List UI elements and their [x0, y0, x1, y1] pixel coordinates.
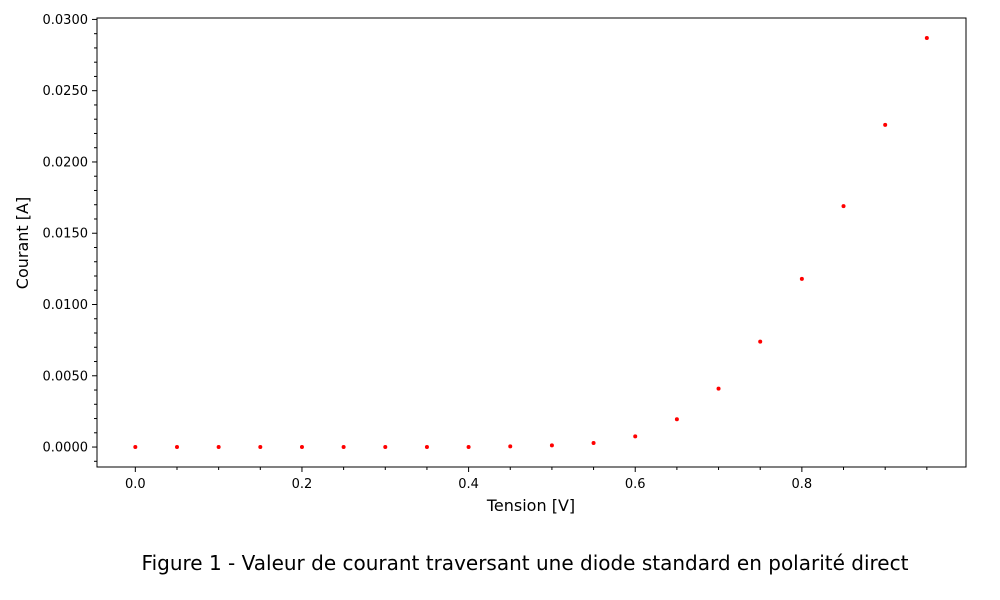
x-tick-label: 0.4 [458, 477, 479, 492]
data-point [466, 445, 471, 450]
data-point [174, 445, 179, 450]
data-point [883, 122, 888, 127]
y-tick-label: 0.0100 [43, 298, 89, 313]
data-point [299, 445, 304, 450]
data-point [133, 445, 138, 450]
x-tick-label: 0.2 [292, 477, 313, 492]
data-point [508, 444, 513, 449]
figure-caption: Figure 1 - Valeur de courant traversant … [141, 551, 909, 575]
data-point [716, 386, 721, 391]
y-axis-label: Courant [A] [13, 197, 32, 289]
plot-frame [96, 17, 967, 468]
x-axis-label: Tension [V] [486, 496, 575, 515]
y-tick-label: 0.0050 [43, 369, 89, 384]
plot-area [97, 18, 966, 467]
data-point [674, 417, 679, 422]
data-point [549, 443, 554, 448]
y-tick-label: 0.0000 [43, 441, 89, 456]
x-axis: 0.0 0.2 0.4 0.6 0.8 [125, 467, 812, 492]
data-point [924, 35, 929, 40]
x-tick-label: 0.0 [125, 477, 146, 492]
data-point [633, 434, 638, 439]
y-tick-label: 0.0250 [43, 84, 89, 99]
data-point [216, 445, 221, 450]
data-point [758, 339, 763, 344]
data-point [841, 204, 846, 209]
data-point [591, 441, 596, 446]
y-tick-label: 0.0300 [43, 13, 89, 28]
data-point [799, 276, 804, 281]
data-point [258, 445, 263, 450]
data-point [424, 445, 429, 450]
y-tick-label: 0.0150 [43, 227, 89, 242]
x-tick-label: 0.6 [625, 477, 646, 492]
data-point [383, 445, 388, 450]
x-tick-label: 0.8 [792, 477, 813, 492]
data-points [133, 35, 929, 450]
y-tick-label: 0.0200 [43, 155, 89, 170]
y-axis: 0.0000 0.0050 0.0100 0.0150 0.0200 0.0250 0.03… [43, 13, 97, 456]
data-point [341, 445, 346, 450]
